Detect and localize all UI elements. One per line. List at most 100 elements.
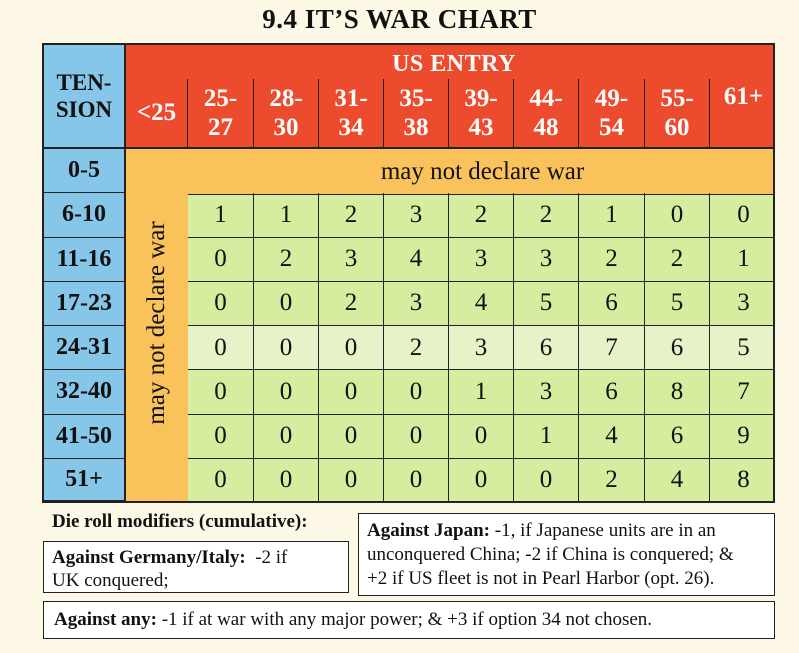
value-cell: 6 bbox=[514, 326, 579, 371]
japan-modifier-box: Against Japan: -1, if Japanese units are… bbox=[358, 513, 775, 596]
value-cell: 0 bbox=[254, 414, 319, 459]
column-header-top: 31- bbox=[334, 85, 368, 112]
value-cell: 4 bbox=[645, 458, 710, 501]
japan-modifier-text-2: unconquered China; -2 if China is conque… bbox=[367, 544, 734, 565]
value-cell: 7 bbox=[710, 370, 773, 415]
war-chart: TEN- SION US ENTRY 25- 27 28- 30 31- 34 35- 38 3… bbox=[42, 43, 775, 503]
column-header-bottom: 34 bbox=[338, 114, 364, 141]
value-cell: 4 bbox=[384, 237, 449, 282]
column-header-4: 39- 43 bbox=[449, 79, 514, 147]
value-cell: 0 bbox=[188, 281, 254, 326]
value-cell: 2 bbox=[449, 193, 514, 238]
value-cell: 7 bbox=[579, 326, 645, 371]
value-cell: 3 bbox=[710, 282, 773, 326]
value-cell: 3 bbox=[514, 370, 579, 415]
value-cell: 2 bbox=[384, 326, 449, 371]
value-cell: 0 bbox=[384, 458, 449, 501]
value-cell: 9 bbox=[710, 415, 773, 459]
value-cell: 0 bbox=[319, 370, 384, 415]
value-cell: 0 bbox=[254, 458, 319, 501]
column-header-bottom: 30 bbox=[273, 114, 299, 141]
japan-modifier-text-3: +2 if US fleet is not in Pearl Harbor (o… bbox=[367, 568, 715, 589]
value-cell: 2 bbox=[319, 193, 384, 238]
column-header-top: 49- bbox=[594, 85, 629, 112]
value-cell: 2 bbox=[579, 458, 645, 501]
value-cell: 3 bbox=[449, 326, 514, 371]
value-cell: 6 bbox=[645, 414, 710, 459]
value-cell: 1 bbox=[514, 414, 579, 459]
value-cell: 4 bbox=[579, 414, 645, 459]
tension-row-label: 41-50 bbox=[44, 414, 126, 459]
value-cell: 8 bbox=[737, 465, 750, 493]
column-header-bottom: 43 bbox=[468, 114, 494, 141]
column-header-bottom: 48 bbox=[533, 114, 559, 141]
tension-row-label: 0-5 bbox=[44, 149, 126, 194]
no-war-column bbox=[126, 149, 188, 501]
value-cell: 6 bbox=[579, 281, 645, 326]
column-header-bottom: 27 bbox=[208, 114, 233, 141]
column-header-top: 25- bbox=[203, 85, 238, 112]
value-cell: 3 bbox=[384, 193, 449, 238]
column-header-top: 44- bbox=[529, 85, 563, 112]
value-cell: 1 bbox=[579, 193, 645, 238]
germany-modifier-box: Against Germany/Italy: -2 if UK conquere… bbox=[43, 541, 349, 593]
column-header-2: 31- 34 bbox=[319, 79, 384, 147]
value-cell: 0 bbox=[188, 326, 254, 371]
value-cell: 0 bbox=[254, 326, 319, 371]
column-header-top: 39- bbox=[464, 85, 498, 112]
value-cell: 0 bbox=[710, 193, 773, 238]
tension-header-line1: TEN- bbox=[56, 70, 112, 95]
column-header-7: 55- 60 bbox=[645, 79, 710, 147]
column-header-8: 61+ bbox=[710, 45, 773, 147]
germany-modifier-text-1: -2 if bbox=[255, 547, 288, 568]
value-cell: 2 bbox=[579, 237, 645, 282]
value-cell: 0 bbox=[449, 458, 514, 501]
column-header-6: 49- 54 bbox=[579, 79, 645, 147]
chart-title: 9.4 IT’S WAR CHART bbox=[262, 4, 537, 34]
value-cell: 0 bbox=[449, 414, 514, 459]
japan-modifier-label: Against Japan: bbox=[367, 520, 490, 541]
tension-header: TEN- SION bbox=[44, 45, 126, 149]
us-entry-header bbox=[126, 45, 773, 149]
value-cell: 3 bbox=[449, 237, 514, 282]
value-cell: 2 bbox=[319, 281, 384, 326]
column-header-top: 35- bbox=[399, 85, 433, 112]
column-header-3: 35- 38 bbox=[384, 79, 449, 147]
column-header-bottom: 60 bbox=[664, 114, 690, 141]
value-cell: 0 bbox=[319, 458, 384, 501]
us-entry-label: US ENTRY bbox=[392, 50, 516, 77]
column-header-0: 25- 27 bbox=[188, 79, 254, 147]
value-cell: 2 bbox=[645, 237, 710, 282]
value-cell: 0 bbox=[319, 414, 384, 459]
value-cell: 2 bbox=[254, 237, 319, 282]
japan-modifier-text-1: -1, if Japanese units are in an bbox=[494, 520, 716, 541]
value-cell: 1 bbox=[449, 370, 514, 415]
tension-row-label: 51+ bbox=[44, 458, 126, 501]
column-header-bottom: 54 bbox=[599, 114, 624, 141]
value-cell: 4 bbox=[449, 281, 514, 326]
tension-row-label: 32-40 bbox=[44, 370, 126, 415]
tension-header-line2: SION bbox=[55, 97, 113, 122]
any-modifier-text: -1 if at war with any major power; & +3 … bbox=[161, 609, 653, 630]
value-cell: 1 bbox=[254, 193, 319, 238]
value-cell: 0 bbox=[319, 326, 384, 371]
value-cell: 0 bbox=[188, 458, 254, 501]
tension-row-label: 24-31 bbox=[44, 326, 126, 371]
value-cell: 5 bbox=[514, 281, 579, 326]
value-cell: 8 bbox=[645, 370, 710, 415]
value-cell: 3 bbox=[514, 237, 579, 282]
value-cell: 0 bbox=[188, 237, 254, 282]
any-modifier-box: Against any: -1 if at war with any major… bbox=[43, 601, 775, 639]
value-cell: 1 bbox=[188, 193, 254, 238]
value-cell: 5 bbox=[645, 281, 710, 326]
value-cell: 0 bbox=[254, 370, 319, 415]
modifiers-heading: Die roll modifiers (cumulative): bbox=[52, 511, 308, 532]
any-modifier-label: Against any: bbox=[54, 609, 157, 630]
column-header-bottom: 38 bbox=[403, 114, 429, 141]
column-header-top: 61+ bbox=[723, 82, 764, 110]
germany-modifier-text-2: UK conquered; bbox=[52, 570, 169, 591]
column-header-5: 44- 48 bbox=[514, 79, 579, 147]
tension-row-label: 6-10 bbox=[44, 193, 126, 238]
column-header-1: 28- 30 bbox=[254, 79, 319, 147]
tension-row-label: 11-16 bbox=[44, 237, 126, 282]
